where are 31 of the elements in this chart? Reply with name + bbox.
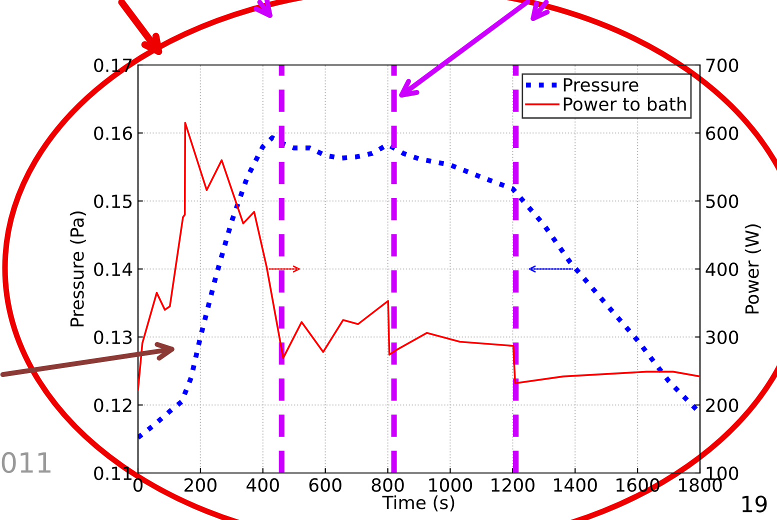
y2-tick-label: 600 (706, 126, 738, 140)
x-axis-title: Time (s) (382, 495, 454, 512)
x-tick-label: 1200 (492, 478, 534, 492)
x-tick-label: 1800 (679, 478, 722, 492)
line-series (138, 135, 700, 440)
y-tick-label: 0.13 (94, 330, 132, 344)
x-tick-label: 400 (246, 478, 279, 492)
x-tick-label: 200 (184, 478, 216, 492)
y2-tick-label: 100 (706, 466, 738, 480)
y-tick-label: 0.12 (94, 398, 132, 412)
y2-tick-label: 400 (706, 262, 738, 276)
legend-label: Pressure (564, 78, 638, 92)
y-tick-label: 0.15 (94, 194, 132, 208)
x-tick-label: 800 (372, 478, 404, 492)
x-tick-label: 1000 (429, 478, 472, 492)
y2-tick-label: 200 (706, 398, 738, 412)
y-tick-label: 0.14 (94, 262, 132, 276)
text: 011 (2, 452, 50, 474)
y-tick-label: 0.16 (94, 126, 132, 140)
line-series (138, 122, 700, 391)
y-tick-label: 0.11 (94, 466, 132, 480)
y2-tick-label: 300 (706, 330, 738, 344)
text: 19 (742, 496, 767, 512)
x-tick-label: 0 (133, 478, 143, 492)
legend-label: Power to bath (564, 96, 686, 111)
y2-tick-label: 700 (706, 58, 738, 72)
x-tick-label: 1400 (554, 478, 597, 492)
y2-tick-label: 500 (706, 194, 738, 208)
x-tick-label: 600 (309, 478, 342, 492)
y2-axis-title: Power (W) (744, 224, 761, 314)
y-axis-title: Pressure (Pa) (70, 212, 86, 326)
